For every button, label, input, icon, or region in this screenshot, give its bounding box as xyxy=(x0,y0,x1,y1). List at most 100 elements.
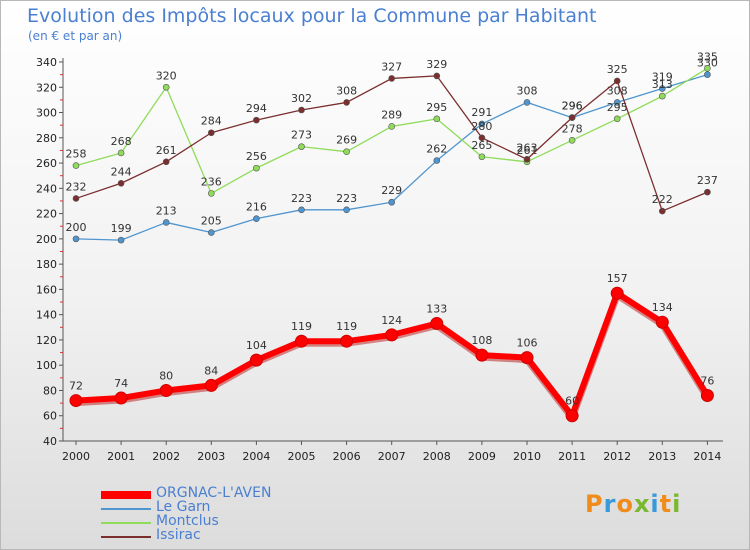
series-line-orgnac-l-aven xyxy=(75,290,710,419)
data-point-le-garn xyxy=(478,120,486,128)
legend-swatch-issirac xyxy=(101,536,151,538)
y-tick-label: 180 xyxy=(36,258,57,271)
x-tick-label: 2003 xyxy=(197,450,225,463)
legend-label-le-garn: Le Garn xyxy=(156,499,211,515)
data-point-montclus xyxy=(117,149,125,157)
data-point-issirac xyxy=(568,114,576,121)
proxiti-logo: Proxiti xyxy=(585,490,681,518)
data-label-orgnac-l-aven: 106 xyxy=(517,337,538,350)
data-point-montclus xyxy=(343,148,350,155)
data-point-le-garn xyxy=(523,99,531,106)
data-point-montclus xyxy=(208,190,215,197)
x-tick-label: 2011 xyxy=(558,450,586,463)
data-point-orgnac-l-aven xyxy=(520,351,534,365)
data-point-montclus xyxy=(433,115,441,123)
data-label-issirac: 237 xyxy=(697,174,718,187)
logo-letter: i xyxy=(650,490,660,518)
data-point-le-garn xyxy=(72,235,80,243)
logo-letter: r xyxy=(603,490,617,518)
x-tick-label: 2001 xyxy=(107,450,135,463)
y-tick-label: 300 xyxy=(36,107,57,120)
data-label-orgnac-l-aven: 157 xyxy=(607,272,628,285)
data-point-orgnac-l-aven xyxy=(295,334,308,348)
logo-letter: t xyxy=(659,490,673,518)
data-point-le-garn xyxy=(162,219,170,226)
x-tick-label: 2012 xyxy=(603,450,631,463)
data-point-le-garn xyxy=(658,85,666,92)
y-tick-label: 140 xyxy=(36,309,57,322)
data-point-le-garn xyxy=(388,198,396,206)
data-label-le-garn: 319 xyxy=(652,71,673,84)
y-tick-label: 280 xyxy=(36,132,57,145)
data-label-montclus: 320 xyxy=(156,69,177,82)
x-tick-label: 2000 xyxy=(62,450,90,463)
x-tick-label: 2008 xyxy=(423,450,451,463)
data-point-orgnac-l-aven xyxy=(204,378,218,392)
data-label-issirac: 284 xyxy=(201,115,222,128)
data-point-issirac xyxy=(208,129,215,137)
x-tick-label: 2007 xyxy=(378,450,406,463)
data-point-orgnac-l-aven xyxy=(159,383,173,397)
data-point-orgnac-l-aven xyxy=(610,286,624,300)
data-label-montclus: 295 xyxy=(426,101,447,114)
data-label-issirac: 261 xyxy=(156,144,177,157)
data-point-issirac xyxy=(162,158,170,166)
data-point-issirac xyxy=(117,179,125,187)
data-label-montclus: 256 xyxy=(246,150,267,163)
data-point-montclus xyxy=(253,164,260,172)
data-label-le-garn: 308 xyxy=(517,84,538,97)
data-point-orgnac-l-aven xyxy=(340,334,354,348)
legend-label-orgnac-l-aven: ORGNAC-L'AVEN xyxy=(156,485,272,501)
data-label-le-garn: 205 xyxy=(201,215,222,228)
data-label-montclus: 289 xyxy=(381,108,402,121)
data-point-le-garn xyxy=(117,236,125,244)
data-point-issirac xyxy=(72,195,80,202)
data-label-le-garn: 200 xyxy=(66,221,87,234)
y-tick-label: 340 xyxy=(36,56,57,69)
data-label-le-garn: 262 xyxy=(426,143,447,156)
data-label-issirac: 329 xyxy=(426,58,447,71)
data-point-orgnac-l-aven xyxy=(700,389,714,403)
legend-swatch-orgnac-l-aven xyxy=(101,491,151,499)
data-label-le-garn: 223 xyxy=(336,192,357,205)
x-tick-label: 2002 xyxy=(152,450,180,463)
data-point-issirac xyxy=(613,77,621,85)
data-point-montclus xyxy=(298,143,305,150)
data-label-issirac: 222 xyxy=(652,193,673,206)
data-label-orgnac-l-aven: 108 xyxy=(471,334,492,347)
data-label-montclus: 278 xyxy=(562,122,583,135)
data-point-le-garn xyxy=(253,215,260,222)
data-label-orgnac-l-aven: 84 xyxy=(204,364,218,377)
data-point-orgnac-l-aven xyxy=(69,394,83,408)
data-label-le-garn: 223 xyxy=(291,192,312,205)
data-label-issirac: 296 xyxy=(562,100,583,113)
x-tick-label: 2009 xyxy=(468,450,496,463)
data-point-montclus xyxy=(704,65,711,72)
y-tick-label: 260 xyxy=(36,157,57,170)
legend-label-montclus: Montclus xyxy=(156,513,219,529)
data-point-orgnac-l-aven xyxy=(655,315,669,329)
x-tick-label: 2006 xyxy=(333,450,361,463)
data-point-montclus xyxy=(613,115,621,123)
data-label-le-garn: 213 xyxy=(156,204,177,217)
data-label-le-garn: 199 xyxy=(111,222,132,235)
data-label-orgnac-l-aven: 74 xyxy=(114,377,128,390)
data-point-issirac xyxy=(704,188,711,196)
data-label-montclus: 258 xyxy=(66,148,87,161)
legend-swatch-montclus xyxy=(101,522,151,524)
data-label-issirac: 232 xyxy=(66,180,87,193)
data-label-orgnac-l-aven: 119 xyxy=(291,320,312,333)
x-tick-label: 2005 xyxy=(288,450,316,463)
data-label-orgnac-l-aven: 133 xyxy=(426,303,447,316)
data-label-montclus: 268 xyxy=(111,135,132,148)
data-label-issirac: 302 xyxy=(291,92,312,105)
data-point-orgnac-l-aven xyxy=(565,409,579,423)
data-point-le-garn xyxy=(208,229,215,236)
data-point-issirac xyxy=(343,99,350,106)
data-label-orgnac-l-aven: 119 xyxy=(336,320,357,333)
y-tick-label: 200 xyxy=(36,233,57,246)
data-label-orgnac-l-aven: 80 xyxy=(159,369,173,382)
data-label-orgnac-l-aven: 60 xyxy=(565,395,579,408)
data-point-le-garn xyxy=(704,71,711,78)
logo-letter: o xyxy=(616,490,634,518)
